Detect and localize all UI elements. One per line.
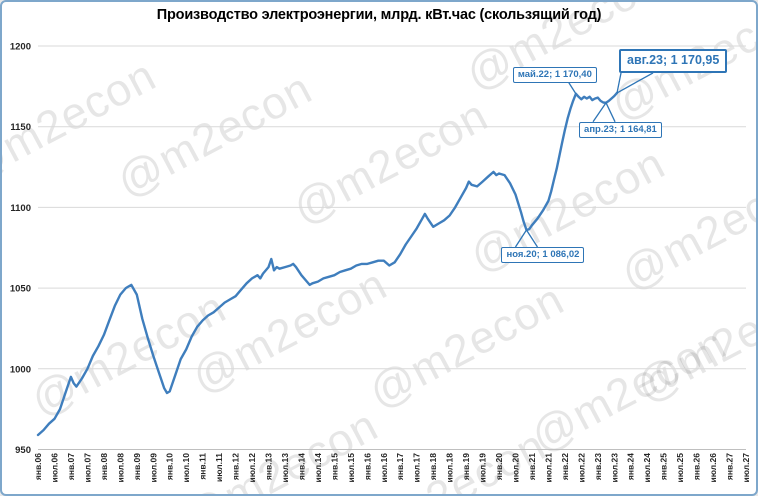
callout-line: [568, 82, 577, 95]
x-tick-label: июл.08: [115, 453, 125, 483]
x-tick-label: июл.25: [675, 453, 685, 483]
x-tick-label: июл.22: [576, 453, 586, 483]
x-tick-label: янв.21: [527, 453, 537, 480]
x-tick-label: июл.10: [181, 453, 191, 483]
y-tick-label: 950: [15, 445, 31, 456]
callout-line: [592, 102, 607, 123]
x-tick-label: янв.24: [626, 453, 636, 480]
annotation-apr23: апр.23; 1 164,81: [579, 121, 662, 138]
x-tick-label: июл.26: [708, 453, 718, 483]
x-tick-label: июл.09: [148, 453, 158, 483]
y-tick-label: 1050: [10, 284, 31, 295]
x-tick-label: июл.06: [49, 453, 59, 483]
x-tick-label: янв.15: [329, 453, 339, 480]
x-tick-label: янв.10: [165, 453, 175, 480]
annotation-aug23: авг.23; 1 170,95: [619, 48, 728, 73]
y-tick-label: 1100: [10, 203, 31, 214]
annotation-may22: май.22; 1 170,40: [512, 66, 597, 83]
x-tick-label: июл.20: [510, 453, 520, 483]
chart-title: Производство электроэнергии, млрд. кВт.ч…: [156, 7, 602, 23]
x-tick-label: июл.27: [741, 453, 751, 483]
callout-line: [514, 229, 528, 248]
x-tick-label: янв.25: [659, 453, 669, 480]
x-tick-label: янв.16: [362, 453, 372, 480]
x-tick-label: янв.17: [395, 453, 405, 480]
x-tick-label: июл.11: [214, 453, 224, 482]
x-tick-label: янв.12: [231, 453, 241, 480]
x-tick-label: янв.14: [296, 453, 306, 480]
callout-line: [616, 72, 654, 94]
x-tick-label: янв.23: [593, 453, 603, 480]
x-tick-label: июл.23: [609, 453, 619, 483]
x-tick-label: янв.07: [66, 453, 76, 480]
x-tick-label: июл.21: [543, 453, 553, 483]
y-tick-label: 1000: [10, 364, 31, 375]
x-tick-label: июл.17: [412, 453, 422, 483]
x-tick-label: янв.22: [560, 453, 570, 480]
x-tick-label: янв.27: [725, 453, 735, 480]
y-tick-label: 1150: [10, 122, 31, 133]
callout-line: [616, 72, 622, 94]
x-tick-label: июл.18: [445, 453, 455, 483]
x-tick-label: янв.06: [33, 453, 43, 480]
x-tick-label: янв.19: [461, 453, 471, 480]
x-tick-label: июл.13: [280, 453, 290, 483]
x-tick-label: июл.14: [313, 453, 323, 483]
x-tick-label: июл.15: [346, 453, 356, 483]
x-tick-label: янв.26: [692, 453, 702, 480]
x-tick-label: июл.12: [247, 453, 257, 483]
callout-line: [525, 229, 539, 248]
x-tick-label: янв.08: [99, 453, 109, 480]
y-tick-label: 1200: [10, 42, 31, 53]
annotation-nov20: ноя.20; 1 086,02: [501, 246, 585, 263]
x-tick-label: янв.20: [494, 453, 504, 480]
x-tick-label: июл.07: [82, 453, 92, 483]
x-tick-label: янв.18: [428, 453, 438, 480]
x-tick-label: янв.09: [132, 453, 142, 480]
callout-line: [605, 102, 616, 123]
x-tick-label: июл.19: [478, 453, 488, 483]
series-line: [36, 91, 619, 437]
x-tick-label: июл.24: [642, 453, 652, 483]
x-tick-label: янв.11: [198, 453, 208, 480]
x-tick-label: июл.16: [379, 453, 389, 483]
x-tick-label: янв.13: [264, 453, 274, 480]
